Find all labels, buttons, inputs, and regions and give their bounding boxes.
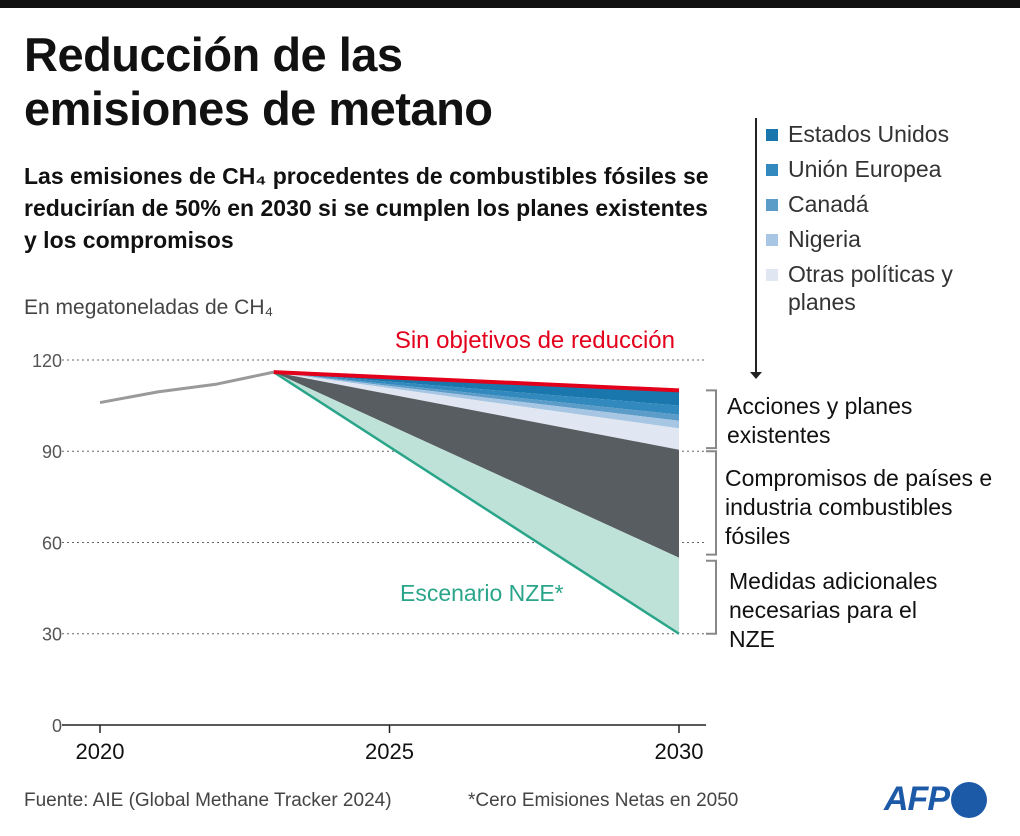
footnote: *Cero Emisiones Netas en 2050 (468, 790, 739, 811)
y-tick-label: 0 (52, 716, 62, 736)
bracket-actions-label: Acciones y planes existentes (727, 393, 912, 448)
legend-item: Canadá (766, 190, 978, 225)
legend-swatch (766, 234, 778, 246)
legend-item: Otras políticas y planes (766, 260, 978, 316)
nze-label: Escenario NZE* (400, 580, 564, 606)
unit-label: En megatoneladas de CH₄ (24, 296, 274, 319)
afp-logo: AFP (884, 780, 987, 819)
legend: Estados Unidos Unión Europea Canadá Nigeria… (766, 120, 978, 316)
legend-arrow-line (755, 118, 757, 376)
x-tick-label: 2020 (76, 739, 125, 764)
title-line-2: emisiones de metano (24, 82, 493, 135)
legend-label: Nigeria (788, 226, 861, 252)
bracket-commitments-label: Compromisos de países e industria combust… (725, 465, 992, 549)
legend-swatch (766, 164, 778, 176)
no-target-line (273, 370, 680, 393)
area-estados-unidos (273, 372, 679, 406)
page-title: Reducción de las emisiones de metano (24, 28, 493, 136)
y-tick-label: 90 (42, 442, 62, 462)
legend-swatch (766, 199, 778, 211)
legend-item: Unión Europea (766, 155, 978, 190)
legend-swatch (766, 269, 778, 281)
legend-swatch (766, 129, 778, 141)
x-tick-label: 2025 (365, 739, 414, 764)
bracket-actions (706, 389, 717, 450)
y-tick-label: 30 (42, 625, 62, 645)
history-line (99, 370, 275, 405)
subtitle: Las emisiones de CH₄ procedentes de comb… (24, 163, 709, 253)
no-target-label: Sin objetivos de reducción (395, 327, 675, 354)
x-tick-label: 2030 (655, 739, 704, 764)
nze-line (273, 371, 680, 635)
top-bar (0, 0, 1020, 8)
bracket-commitments (706, 450, 717, 556)
title-line-1: Reducción de las (24, 28, 403, 81)
legend-item: Nigeria (766, 225, 978, 260)
y-tick-label: 120 (32, 351, 62, 371)
bracket-additional (706, 559, 717, 635)
legend-label: Canadá (788, 191, 869, 217)
y-tick-label: 60 (42, 533, 62, 553)
area-nigeria (273, 372, 679, 429)
source-note: Fuente: AIE (Global Methane Tracker 2024… (24, 790, 392, 811)
bracket-additional-label: Medidas adicionales necesarias para el NZE (729, 568, 937, 652)
legend-label: Estados Unidos (788, 121, 950, 147)
legend-item: Estados Unidos (766, 120, 978, 155)
area-otras-pol-ticas-y-planes (273, 372, 679, 450)
arrow-down-icon (750, 372, 762, 379)
legend-label: Unión Europea (788, 156, 942, 182)
legend-label: Otras políticas y planes (788, 261, 953, 315)
